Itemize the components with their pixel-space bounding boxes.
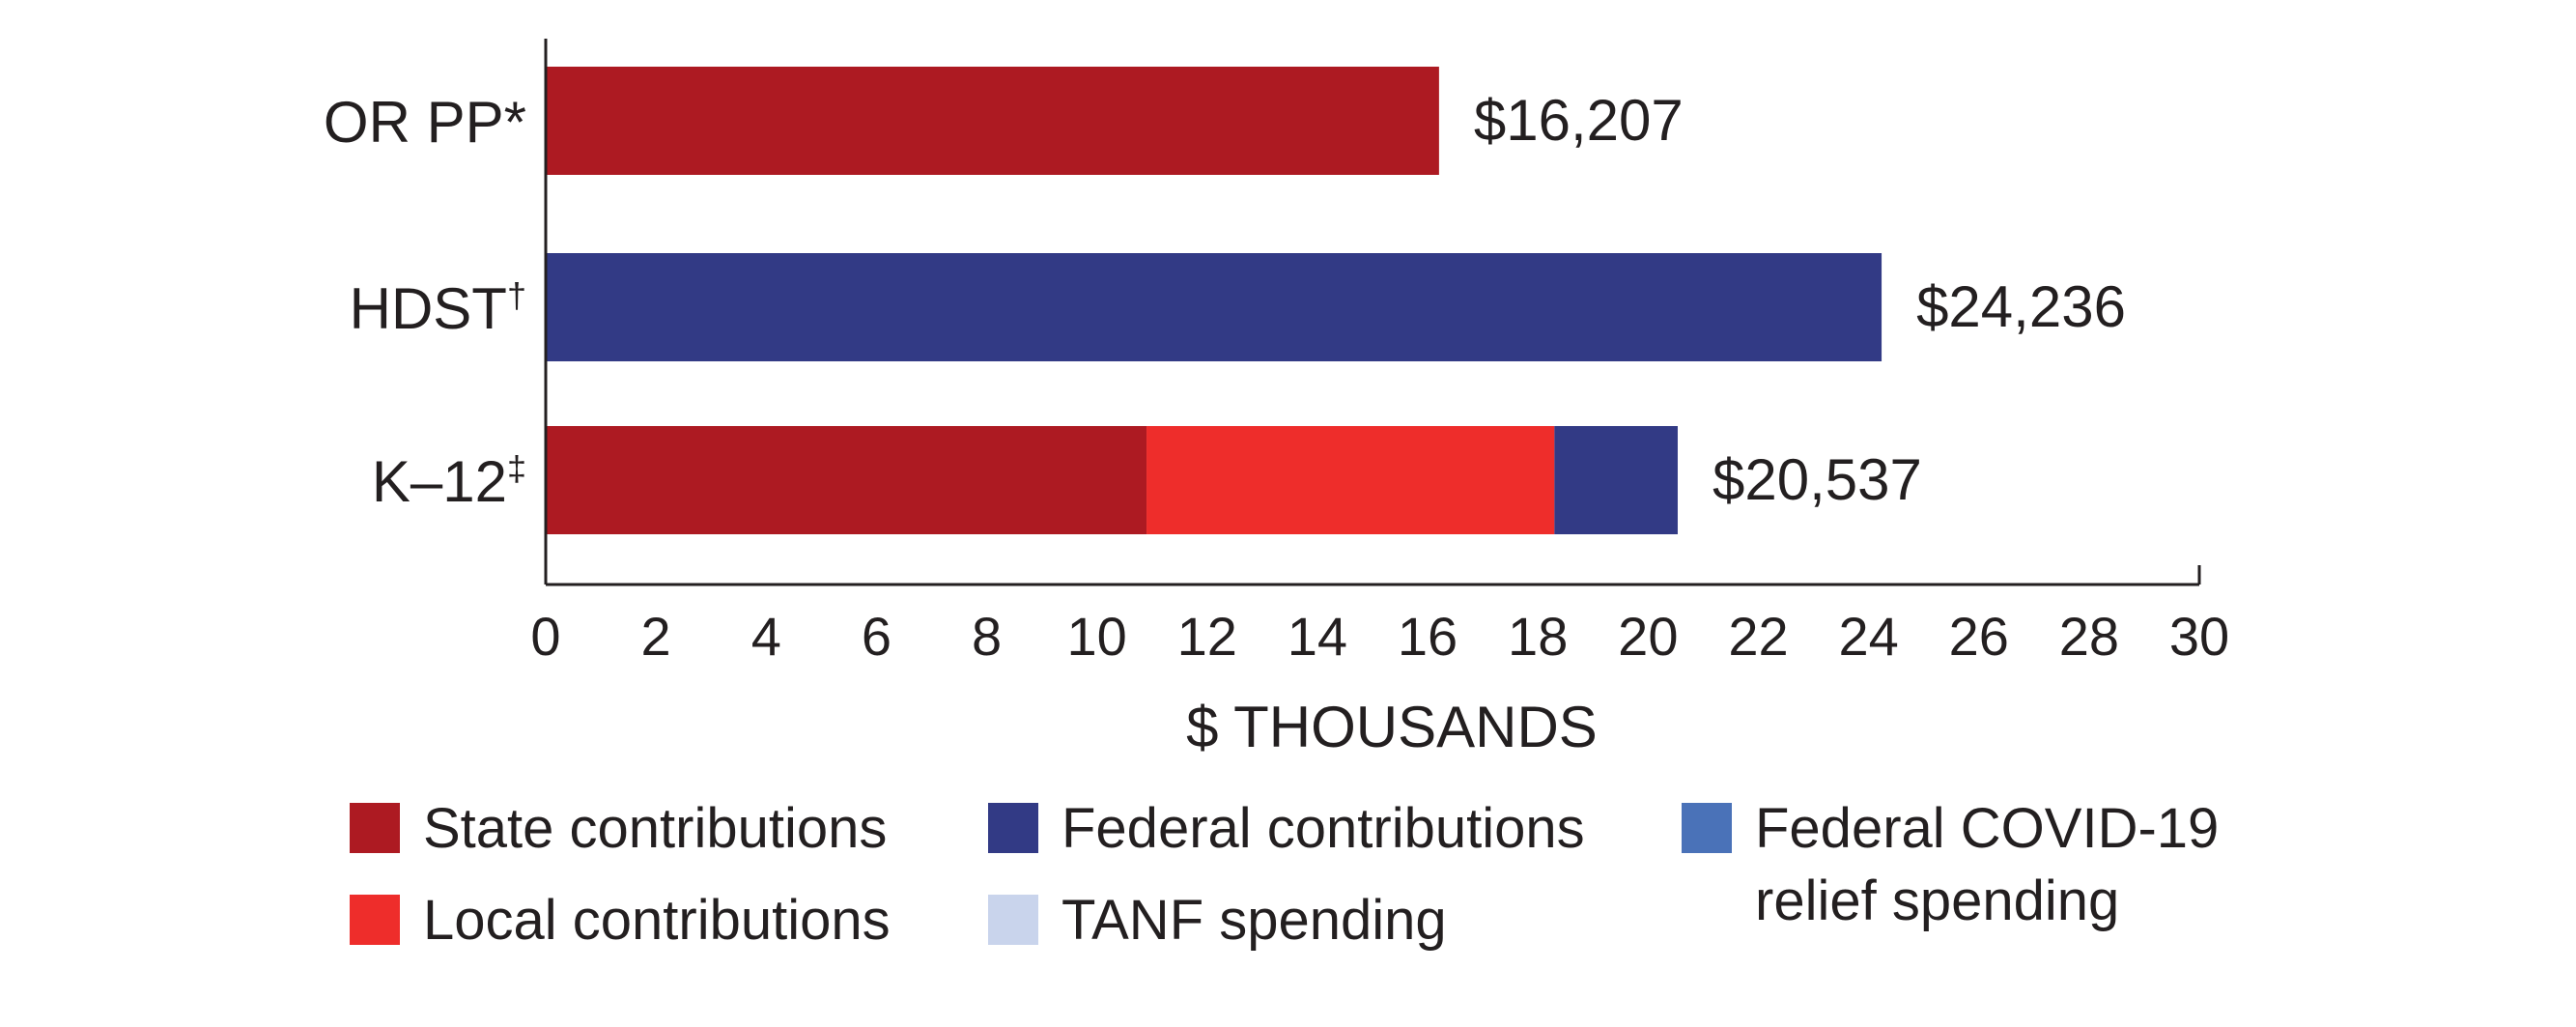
- x-tick-label: 26: [1949, 606, 2009, 667]
- bar-segment-2-0: [546, 426, 1147, 534]
- legend-item: Federal contributions: [988, 797, 1585, 860]
- x-tick-label: 12: [1177, 606, 1237, 667]
- legend-swatch: [350, 895, 400, 945]
- x-tick-label: 10: [1067, 606, 1127, 667]
- value-label: $20,537: [1713, 447, 1922, 512]
- legend-swatch: [988, 895, 1038, 945]
- value-label: $16,207: [1474, 88, 1684, 153]
- category-label-text: K–12: [372, 449, 507, 514]
- legend-label: Federal COVID-19: [1755, 797, 2219, 860]
- x-tick-label: 14: [1288, 606, 1347, 667]
- legend-label: State contributions: [423, 797, 887, 860]
- x-tick-label: 16: [1398, 606, 1458, 667]
- legend: State contributions Local contributions Fe…: [350, 797, 2219, 952]
- legend-swatch: [988, 803, 1038, 853]
- category-label-marker: *: [504, 90, 526, 155]
- legend-swatch: [1682, 803, 1732, 853]
- category-labels-layer: OR PP* HDST† K–12‡: [324, 90, 526, 514]
- value-label: $24,236: [1916, 274, 2126, 339]
- legend-label: relief spending: [1755, 870, 2119, 932]
- bars-layer: [546, 67, 1882, 534]
- bar-segment-2-2: [1554, 426, 1678, 534]
- x-tick-label: 22: [1728, 606, 1788, 667]
- value-labels-layer: $16,207 $24,236 $20,537: [1474, 88, 2126, 512]
- legend-item: State contributions: [350, 797, 887, 860]
- legend-label: Local contributions: [423, 889, 891, 952]
- bar-segment-1-2: [546, 253, 1882, 361]
- x-tick-label: 0: [530, 606, 560, 667]
- legend-item: TANF spending: [988, 889, 1447, 952]
- category-label-marker: ‡: [507, 448, 526, 488]
- x-tick-label: 6: [862, 606, 892, 667]
- x-tick-label: 20: [1618, 606, 1678, 667]
- bar-segment-2-1: [1146, 426, 1555, 534]
- bar-segment-0-0: [546, 67, 1439, 175]
- x-tick-label: 24: [1838, 606, 1898, 667]
- category-label: OR PP*: [324, 90, 526, 155]
- category-label-marker: †: [507, 275, 526, 315]
- x-axis-title: $ THOUSANDS: [1186, 695, 1598, 759]
- x-tick-label: 4: [751, 606, 781, 667]
- legend-label: Federal contributions: [1062, 797, 1585, 860]
- x-tick-label: 2: [641, 606, 671, 667]
- x-tick-label: 30: [2169, 606, 2229, 667]
- x-tick-label: 8: [972, 606, 1002, 667]
- legend-swatch: [350, 803, 400, 853]
- legend-item: Local contributions: [350, 889, 891, 952]
- x-tick-label: 28: [2059, 606, 2119, 667]
- legend-label: TANF spending: [1062, 889, 1447, 952]
- x-ticks-layer: 0 2 4 6 8 10 12 14 16 18 20 22 24 26 28 30: [530, 606, 2229, 667]
- x-tick-label: 18: [1508, 606, 1568, 667]
- category-label-text: OR PP: [324, 90, 504, 155]
- legend-item: Federal COVID-19 relief spending: [1682, 797, 2219, 932]
- category-label: K–12‡: [372, 448, 526, 514]
- category-label: HDST†: [350, 275, 526, 341]
- category-label-text: HDST: [350, 276, 507, 341]
